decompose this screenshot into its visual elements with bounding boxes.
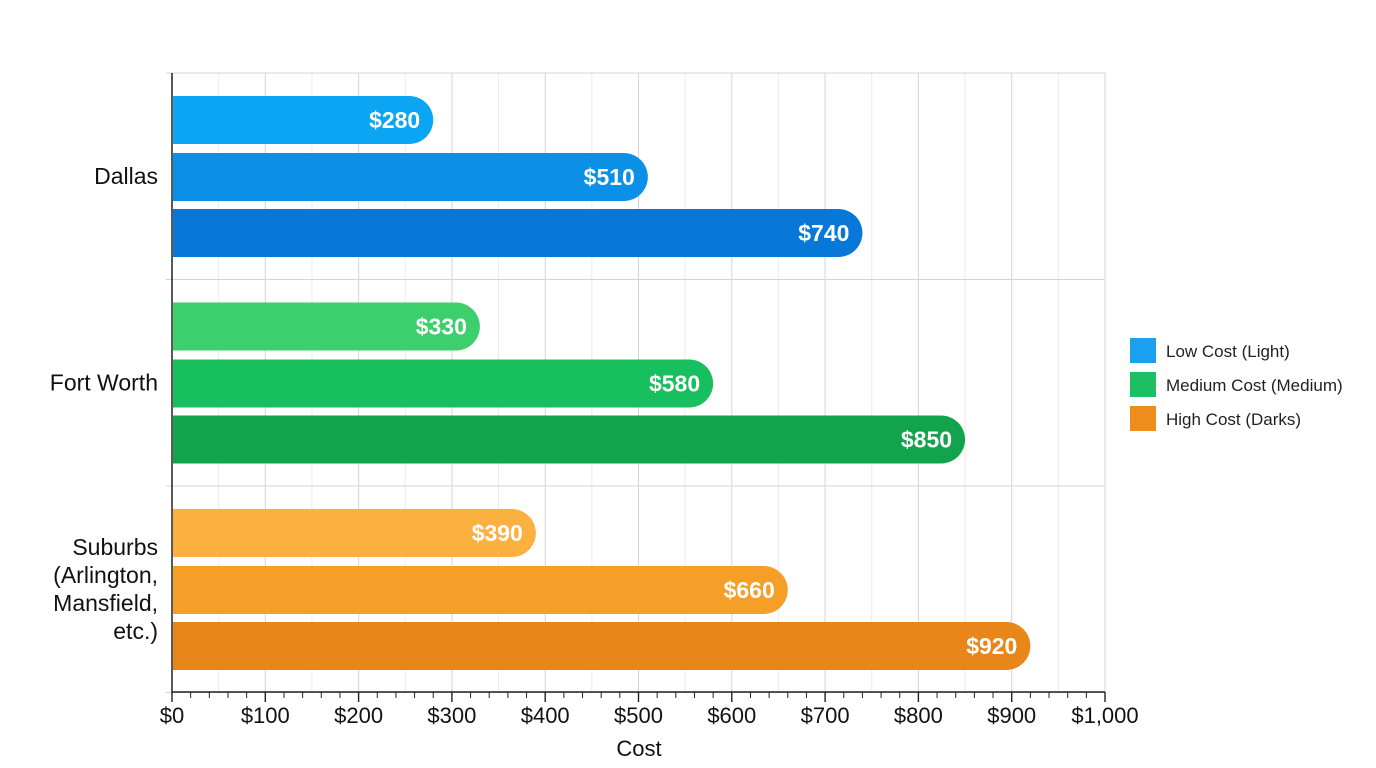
legend-swatch-1 [1130,372,1156,397]
bar-label-1-1: $580 [649,371,700,397]
category-label-0-0: Dallas [94,163,158,189]
x-tick-label-3: $300 [427,703,476,728]
legend-label-1: Medium Cost (Medium) [1166,376,1343,395]
legend-swatch-0 [1130,338,1156,363]
category-label-2-3: etc.) [113,618,158,644]
bar-label-2-2: $920 [966,633,1017,659]
x-tick-label-7: $700 [801,703,850,728]
legend-label-2: High Cost (Darks) [1166,410,1301,429]
x-tick-label-6: $600 [707,703,756,728]
bar-1-0 [173,302,480,351]
bar-2-1 [173,566,788,614]
bar-label-1-2: $850 [901,427,952,453]
bar-label-2-0: $390 [472,520,523,546]
bar-2-2 [173,622,1031,670]
x-tick-label-4: $400 [521,703,570,728]
bar-label-0-2: $740 [798,220,849,246]
bar-0-0 [173,96,434,144]
bar-label-1-0: $330 [416,314,467,340]
x-tick-label-8: $800 [894,703,943,728]
bar-label-2-1: $660 [724,577,775,603]
legend-label-0: Low Cost (Light) [1166,342,1290,361]
category-label-2-1: (Arlington, [53,562,158,588]
category-label-2-0: Suburbs [72,534,158,560]
x-tick-label-1: $100 [241,703,290,728]
x-tick-label-2: $200 [334,703,383,728]
legend-swatch-2 [1130,406,1156,431]
x-tick-label-5: $500 [614,703,663,728]
x-tick-label-9: $900 [987,703,1036,728]
bar-1-1 [173,359,714,408]
bar-label-0-1: $510 [584,164,635,190]
x-tick-label-0: $0 [160,703,184,728]
category-label-2-2: Mansfield, [53,590,158,616]
bar-0-2 [173,209,863,257]
bar-2-0 [173,509,536,557]
bar-label-0-0: $280 [369,107,420,133]
bar-1-2 [173,415,966,464]
x-tick-label-10: $1,000 [1071,703,1138,728]
x-axis-title: Cost [616,736,661,761]
bar-0-1 [173,153,648,201]
category-label-1-0: Fort Worth [50,370,158,396]
